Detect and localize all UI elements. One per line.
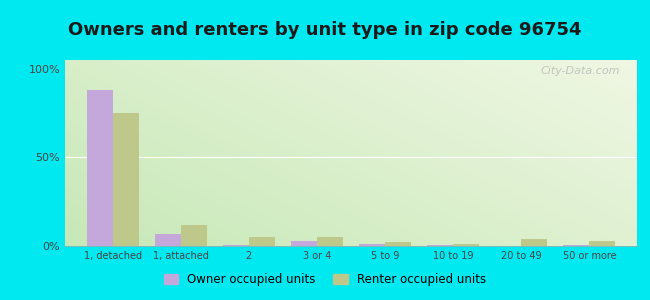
Bar (181, 225, 207, 246)
Text: Owners and renters by unit type in zip code 96754: Owners and renters by unit type in zip c… (68, 21, 582, 39)
Bar (564, 245, 590, 246)
Bar (453, 244, 479, 246)
Text: City-Data.com: City-Data.com (540, 66, 620, 76)
Bar (155, 234, 181, 246)
Legend: Owner occupied units, Renter occupied units: Owner occupied units, Renter occupied un… (159, 269, 491, 291)
Bar (291, 241, 317, 246)
Bar (359, 244, 385, 246)
Bar (521, 239, 547, 246)
Bar (87, 90, 112, 246)
Bar (590, 241, 615, 246)
Bar (427, 245, 453, 246)
Bar (385, 242, 411, 246)
Bar (112, 113, 138, 246)
Bar (317, 237, 343, 246)
Bar (223, 245, 249, 246)
Bar (249, 237, 275, 246)
